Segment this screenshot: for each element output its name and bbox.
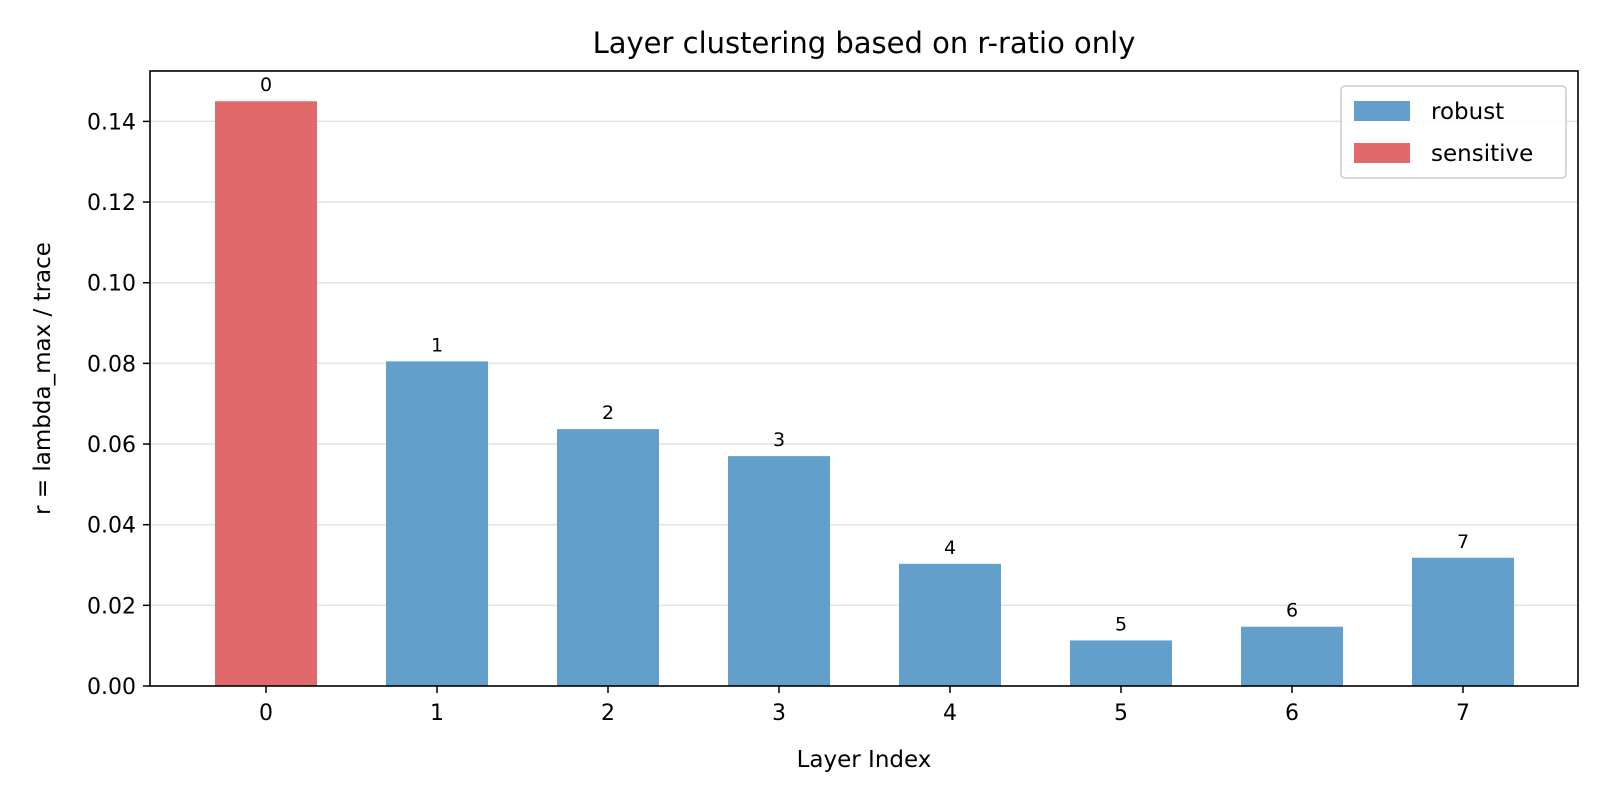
bar-1: [386, 361, 488, 686]
x-tick-label-6: 6: [1285, 701, 1299, 726]
x-tick-label-3: 3: [772, 701, 786, 726]
legend-label-robust: robust: [1431, 99, 1504, 125]
y-tick-label-5: 0.10: [87, 272, 136, 297]
bar-6: [1241, 626, 1343, 686]
bars: [215, 101, 1514, 686]
y-tick-label-4: 0.08: [87, 352, 136, 377]
bar-label-3: 3: [773, 429, 785, 451]
bar-3: [728, 456, 830, 686]
bar-label-7: 7: [1457, 531, 1469, 553]
bar-label-4: 4: [944, 537, 956, 559]
bar-label-6: 6: [1286, 600, 1298, 622]
x-tick-label-1: 1: [430, 701, 444, 726]
y-tick-label-1: 0.02: [87, 594, 136, 619]
x-axis: 0 1 2 3 4 5 6 7: [259, 686, 1470, 726]
bar-label-0: 0: [260, 74, 272, 96]
y-tick-label-0: 0.00: [87, 675, 136, 700]
x-tick-label-7: 7: [1456, 701, 1470, 726]
bar-5: [1070, 640, 1172, 686]
bar-2: [557, 429, 659, 686]
plot-frame: [149, 70, 1579, 687]
legend-swatch-sensitive: [1354, 143, 1410, 163]
x-tick-label-2: 2: [601, 701, 615, 726]
x-axis-title: Layer Index: [797, 747, 932, 773]
legend: robust sensitive: [1340, 85, 1567, 179]
bar-7: [1412, 557, 1514, 686]
bar-4: [899, 563, 1001, 686]
legend-label-sensitive: sensitive: [1431, 141, 1533, 167]
y-tick-label-7: 0.14: [87, 110, 136, 135]
bar-label-2: 2: [602, 402, 614, 424]
bar-labels: 0 1 2 3 4 5 6 7: [260, 74, 1469, 635]
x-tick-label-0: 0: [259, 701, 273, 726]
y-axis-title: r = lambda_max / trace: [30, 242, 56, 515]
legend-swatch-robust: [1354, 101, 1410, 121]
bar-label-5: 5: [1115, 613, 1127, 635]
x-tick-label-4: 4: [943, 701, 957, 726]
y-tick-label-3: 0.06: [87, 433, 136, 458]
chart-title: Layer clustering based on r-ratio only: [593, 26, 1136, 60]
y-axis: 0.00 0.02 0.04 0.06 0.08 0.10 0.12 0.14: [87, 110, 150, 700]
y-tick-label-2: 0.04: [87, 514, 136, 539]
bar-label-1: 1: [431, 334, 443, 356]
x-tick-label-5: 5: [1114, 701, 1128, 726]
gridlines: [150, 120, 1578, 607]
y-tick-label-6: 0.12: [87, 191, 136, 216]
bar-0: [215, 101, 317, 686]
